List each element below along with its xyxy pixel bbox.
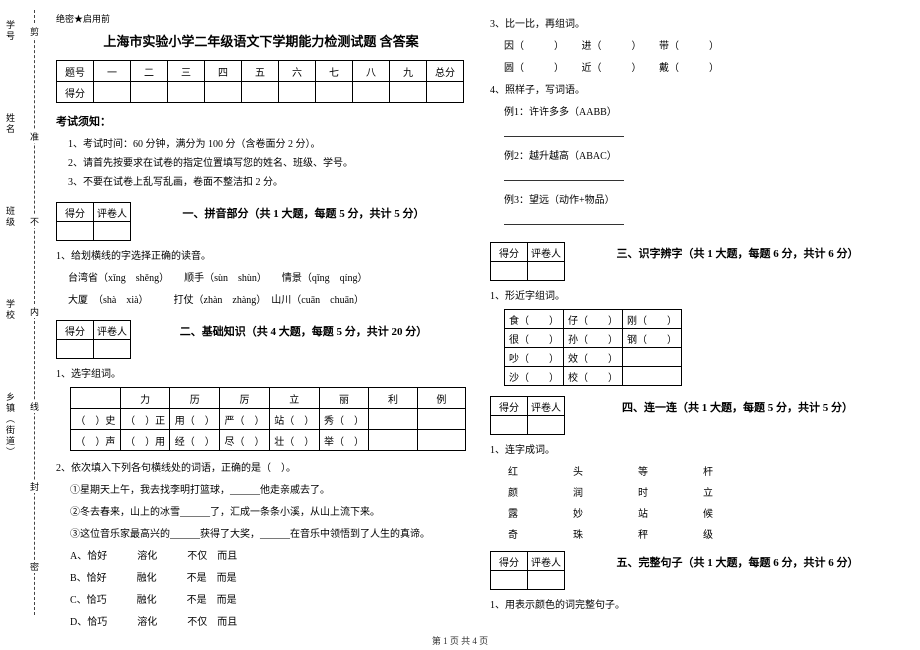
option: C、恰巧 融化 不是 而是 <box>70 591 466 610</box>
score-mini-table: 得分评卷人 <box>490 551 565 590</box>
table-row: 题号 一 二 三 四 五 六 七 八 九 总分 <box>57 61 464 82</box>
content-columns: 绝密★启用前 上海市实验小学二年级语文下学期能力检测试题 含答案 题号 一 二 … <box>50 0 920 625</box>
section-title: 四、连一连（共 1 大题，每题 5 分，共计 5 分） <box>575 396 900 415</box>
dash-label: 密 <box>28 560 41 573</box>
section-4-header: 得分评卷人 四、连一连（共 1 大题，每题 5 分，共计 5 分） <box>490 396 900 435</box>
table-row: 吵（ ）效（ ） <box>505 348 682 367</box>
instruction-item: 3、不要在试卷上乱写乱画，卷面不整洁扣 2 分。 <box>68 173 466 192</box>
table-row: （ ）史 （ ）正 用（ ） 严（ ） 站（ ） 秀（ ） <box>71 409 466 430</box>
section-3-header: 得分评卷人 三、识字辨字（共 1 大题，每题 6 分，共计 6 分） <box>490 242 900 281</box>
section-title: 二、基础知识（共 4 大题，每题 5 分，共计 20 分） <box>141 320 466 339</box>
question: 1、选字组词。 <box>56 365 466 384</box>
section-title: 五、完整句子（共 1 大题，每题 6 分，共计 6 分） <box>575 551 900 570</box>
field-id: 学号 <box>4 20 34 58</box>
sub-line: ②冬去春来，山上的冰雪______了，汇成一条条小溪，从山上流下来。 <box>70 503 466 522</box>
field-class: 班级 <box>4 206 34 244</box>
table-row: 力 历 厉 立 丽 利 例 <box>71 388 466 409</box>
question: 4、照样子，写词语。 <box>490 81 900 100</box>
example-line: 例1：许许多多（AABB） <box>504 103 900 122</box>
char-select-table: 力 历 厉 立 丽 利 例 （ ）史 （ ）正 用（ ） 严（ ） 站（ ） 秀… <box>70 387 466 451</box>
secret-line: 绝密★启用前 <box>56 12 466 25</box>
table-row: （ ）声 （ ）用 经（ ） 尽（ ） 壮（ ） 举（ ） <box>71 430 466 451</box>
question: 1、用表示颜色的词完整句子。 <box>490 596 900 615</box>
section-1-header: 得分评卷人 一、拼音部分（共 1 大题，每题 5 分，共计 5 分） <box>56 202 466 241</box>
table-row: 沙（ ）校（ ） <box>505 367 682 386</box>
section-title: 一、拼音部分（共 1 大题，每题 5 分，共计 5 分） <box>141 202 466 221</box>
section-5-header: 得分评卷人 五、完整句子（共 1 大题，每题 6 分，共计 6 分） <box>490 551 900 590</box>
question: 2、依次填入下列各句横线处的词语，正确的是（ ）。 <box>56 459 466 478</box>
question: 1、形近字组词。 <box>490 287 900 306</box>
binding-fields: 学号 姓名 班级 学校 乡镇（街道） <box>4 20 34 474</box>
instruction-item: 1、考试时间：60 分钟，满分为 100 分（含卷面分 2 分）。 <box>68 135 466 154</box>
table-row: 得分 <box>57 82 464 103</box>
left-column: 绝密★启用前 上海市实验小学二年级语文下学期能力检测试题 含答案 题号 一 二 … <box>56 12 466 617</box>
score-mini-table: 得分评卷人 <box>56 320 131 359</box>
pinyin-line: 大厦 （shà xià） 打仗（zhàn zhàng） 山川（cuān chuā… <box>68 291 466 310</box>
blank-line <box>504 126 624 137</box>
question: 1、连字成词。 <box>490 441 900 460</box>
page-footer: 第 1 页 共 4 页 <box>0 634 920 647</box>
sub-line: ③这位音乐家最高兴的______获得了大奖，______在音乐中领悟到了人生的真… <box>70 525 466 544</box>
field-school: 学校 <box>4 299 34 337</box>
pair-row: 因（ ） 进（ ） 带（ ） <box>504 37 900 56</box>
table-row: 很（ ）孙（ ）钢（ ） <box>505 329 682 348</box>
pair-row: 圆（ ） 近（ ） 戴（ ） <box>504 59 900 78</box>
table-row: 食（ ）仔（ ）刚（ ） <box>505 310 682 329</box>
section-2-header: 得分评卷人 二、基础知识（共 4 大题，每题 5 分，共计 20 分） <box>56 320 466 359</box>
field-name: 姓名 <box>4 113 34 151</box>
section-title: 三、识字辨字（共 1 大题，每题 6 分，共计 6 分） <box>575 242 900 261</box>
binding-column: 剪 准 不 内 线 封 密 学号 姓名 班级 学校 乡镇（街道） <box>0 0 50 625</box>
field-town: 乡镇（街道） <box>4 392 34 474</box>
option: A、恰好 溶化 不仅 而且 <box>70 547 466 566</box>
dash-label: 封 <box>28 480 41 493</box>
score-mini-table: 得分评卷人 <box>56 202 131 241</box>
match-grid: 红头等杆 颜润时立 露妙站候 奇珠秤级 <box>508 463 768 541</box>
pinyin-line: 台湾省（xǐng shěng） 顺手（sùn shùn） 情景（qǐng qín… <box>68 269 466 288</box>
option: D、恰巧 溶化 不仅 而且 <box>70 613 466 632</box>
example-line: 例3：望远（动作+物品） <box>504 191 900 210</box>
right-column: 3、比一比，再组词。 因（ ） 进（ ） 带（ ） 圆（ ） 近（ ） 戴（ ）… <box>490 12 900 617</box>
page-wrapper: 剪 准 不 内 线 封 密 学号 姓名 班级 学校 乡镇（街道） 绝密★启用前 … <box>0 0 920 625</box>
blank-line <box>504 170 624 181</box>
instruction-item: 2、请首先按要求在试卷的指定位置填写您的姓名、班级、学号。 <box>68 154 466 173</box>
score-mini-table: 得分评卷人 <box>490 242 565 281</box>
instructions-heading: 考试须知： <box>56 113 466 129</box>
sub-line: ①星期天上午，我去找李明打篮球，______他走亲戚去了。 <box>70 481 466 500</box>
score-mini-table: 得分评卷人 <box>490 396 565 435</box>
char-table: 食（ ）仔（ ）刚（ ） 很（ ）孙（ ）钢（ ） 吵（ ）效（ ） 沙（ ）校… <box>504 309 682 386</box>
blank-line <box>504 214 624 225</box>
example-line: 例2：越升越高（ABAC） <box>504 147 900 166</box>
question: 1、给划横线的字选择正确的读音。 <box>56 247 466 266</box>
option: B、恰好 融化 不是 而是 <box>70 569 466 588</box>
exam-title: 上海市实验小学二年级语文下学期能力检测试题 含答案 <box>56 31 466 50</box>
score-table: 题号 一 二 三 四 五 六 七 八 九 总分 得分 <box>56 60 464 103</box>
question: 3、比一比，再组词。 <box>490 15 900 34</box>
